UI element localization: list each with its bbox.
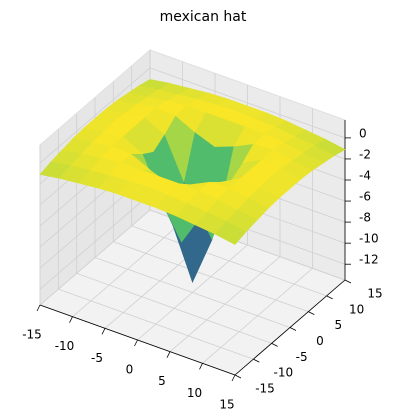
y-tick bbox=[271, 342, 278, 347]
y-tick-label: -15 bbox=[255, 382, 275, 396]
x-tick-label: 15 bbox=[219, 398, 234, 412]
x-tick-label: -10 bbox=[55, 339, 75, 353]
surface-patch bbox=[215, 221, 247, 245]
y-tick bbox=[344, 279, 352, 284]
y-tick-label: -5 bbox=[296, 350, 308, 364]
z-tick-label: -10 bbox=[359, 232, 379, 246]
chart-title: mexican hat bbox=[160, 9, 247, 25]
grid-line bbox=[39, 193, 151, 290]
x-tick bbox=[134, 339, 138, 347]
x-tick bbox=[231, 374, 236, 382]
grid-line bbox=[113, 241, 309, 313]
y-tick bbox=[234, 374, 242, 379]
y-tick bbox=[253, 358, 260, 363]
x-tick bbox=[166, 351, 171, 358]
x-tick bbox=[199, 363, 203, 370]
y-tick bbox=[308, 311, 315, 316]
grid-line bbox=[149, 67, 346, 139]
x-tick-label: -15 bbox=[22, 328, 42, 342]
z-tick-label: -6 bbox=[359, 190, 371, 204]
y-tick-label: 10 bbox=[349, 302, 364, 316]
y-tick bbox=[326, 295, 333, 300]
x-tick bbox=[101, 328, 106, 335]
x-tick bbox=[36, 304, 41, 312]
z-tick-label: -8 bbox=[359, 211, 371, 225]
grid-line bbox=[58, 288, 254, 360]
y-tick-label: 5 bbox=[335, 318, 343, 332]
y-tick-label: -10 bbox=[274, 366, 294, 380]
x-tick bbox=[69, 316, 73, 323]
grid-line bbox=[94, 257, 291, 328]
z-tick-label: -12 bbox=[359, 253, 379, 267]
z-tick-label: -4 bbox=[359, 169, 371, 183]
y-tick-label: 0 bbox=[316, 334, 324, 348]
x-tick-label: -5 bbox=[91, 351, 103, 365]
grid-line bbox=[39, 67, 151, 164]
x-tick-label: 10 bbox=[187, 386, 202, 400]
y-tick bbox=[289, 327, 297, 331]
x-tick-label: 5 bbox=[158, 374, 166, 388]
z-tick-label: -2 bbox=[359, 147, 371, 161]
grid-line bbox=[76, 272, 272, 344]
grid-line bbox=[131, 225, 327, 297]
z-tick-label: 0 bbox=[359, 126, 367, 140]
y-tick-label: 15 bbox=[367, 287, 382, 301]
x-tick-label: 0 bbox=[126, 363, 134, 377]
